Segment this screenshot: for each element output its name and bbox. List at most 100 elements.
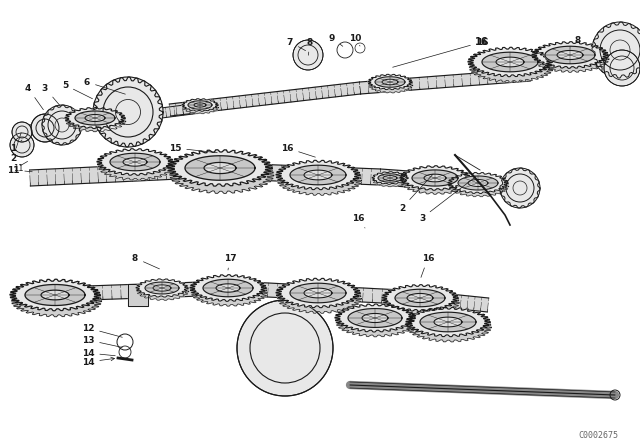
Polygon shape	[401, 170, 471, 194]
Polygon shape	[168, 150, 272, 186]
Polygon shape	[153, 285, 171, 291]
Polygon shape	[383, 289, 460, 316]
Polygon shape	[170, 82, 361, 116]
Polygon shape	[407, 313, 492, 342]
Polygon shape	[406, 307, 490, 337]
Text: C0002675: C0002675	[578, 431, 618, 439]
Polygon shape	[382, 79, 398, 85]
Polygon shape	[420, 312, 476, 332]
Polygon shape	[41, 290, 69, 300]
Polygon shape	[375, 77, 405, 87]
Text: 16: 16	[476, 37, 489, 47]
Polygon shape	[182, 101, 219, 114]
Polygon shape	[382, 284, 458, 311]
Polygon shape	[469, 53, 554, 82]
Text: 16: 16	[393, 38, 488, 67]
Text: 14: 14	[82, 357, 115, 366]
Polygon shape	[369, 78, 413, 93]
Polygon shape	[204, 163, 236, 173]
Text: 8: 8	[570, 35, 581, 48]
Polygon shape	[170, 157, 274, 194]
Text: 1: 1	[10, 140, 22, 152]
Circle shape	[31, 114, 59, 142]
Polygon shape	[137, 282, 189, 300]
Polygon shape	[336, 309, 416, 337]
Polygon shape	[200, 162, 380, 185]
Polygon shape	[290, 165, 346, 185]
Text: 3: 3	[419, 177, 476, 223]
Polygon shape	[496, 57, 524, 67]
Text: 16: 16	[281, 143, 316, 157]
Polygon shape	[400, 166, 470, 190]
Polygon shape	[557, 51, 583, 60]
Text: 9: 9	[329, 34, 343, 46]
Polygon shape	[276, 278, 360, 308]
Polygon shape	[182, 99, 218, 111]
Polygon shape	[191, 280, 268, 306]
Polygon shape	[545, 46, 595, 64]
Text: 2: 2	[399, 174, 433, 212]
Polygon shape	[533, 46, 609, 72]
Text: 12: 12	[82, 323, 122, 337]
Polygon shape	[419, 291, 489, 312]
Circle shape	[592, 22, 640, 78]
Circle shape	[293, 40, 323, 70]
Circle shape	[604, 50, 640, 86]
Polygon shape	[65, 108, 125, 129]
Text: 8: 8	[307, 38, 313, 55]
Polygon shape	[29, 103, 201, 135]
Polygon shape	[304, 170, 332, 180]
Polygon shape	[97, 149, 173, 175]
Text: 14: 14	[82, 349, 115, 358]
Circle shape	[10, 133, 34, 157]
Polygon shape	[123, 158, 147, 166]
Polygon shape	[412, 170, 458, 186]
Polygon shape	[75, 111, 115, 125]
Text: 5: 5	[62, 81, 93, 99]
Polygon shape	[216, 284, 240, 292]
Polygon shape	[449, 176, 509, 197]
Polygon shape	[380, 169, 536, 196]
Polygon shape	[482, 52, 538, 72]
Polygon shape	[25, 284, 85, 306]
Polygon shape	[378, 174, 402, 182]
Text: 17: 17	[224, 254, 236, 270]
Polygon shape	[335, 304, 415, 332]
Text: 4: 4	[25, 83, 44, 110]
Text: 2: 2	[10, 133, 21, 163]
Text: 11: 11	[7, 165, 32, 175]
Polygon shape	[277, 166, 362, 195]
Polygon shape	[29, 162, 200, 186]
Circle shape	[12, 122, 32, 142]
Polygon shape	[136, 279, 188, 297]
Polygon shape	[10, 279, 100, 311]
Polygon shape	[532, 42, 608, 68]
Polygon shape	[203, 279, 253, 297]
Polygon shape	[304, 288, 332, 298]
Text: 13: 13	[82, 336, 122, 347]
Polygon shape	[230, 281, 420, 305]
Polygon shape	[383, 176, 397, 181]
Polygon shape	[468, 47, 552, 77]
Circle shape	[42, 105, 82, 145]
Polygon shape	[362, 314, 388, 323]
Polygon shape	[194, 103, 206, 107]
Polygon shape	[372, 174, 408, 187]
Text: 11: 11	[13, 164, 24, 172]
Polygon shape	[360, 69, 531, 94]
Polygon shape	[277, 284, 362, 313]
Polygon shape	[185, 156, 255, 180]
Circle shape	[500, 168, 540, 208]
Polygon shape	[29, 281, 230, 302]
Polygon shape	[128, 284, 148, 306]
Polygon shape	[434, 317, 462, 327]
Text: 15: 15	[169, 143, 217, 153]
Circle shape	[237, 300, 333, 396]
Text: 16: 16	[352, 214, 365, 228]
Text: 7: 7	[287, 38, 305, 51]
Polygon shape	[395, 289, 445, 307]
Text: 16: 16	[421, 254, 435, 277]
Text: 8: 8	[132, 254, 159, 269]
Polygon shape	[190, 275, 266, 302]
Polygon shape	[276, 160, 360, 190]
